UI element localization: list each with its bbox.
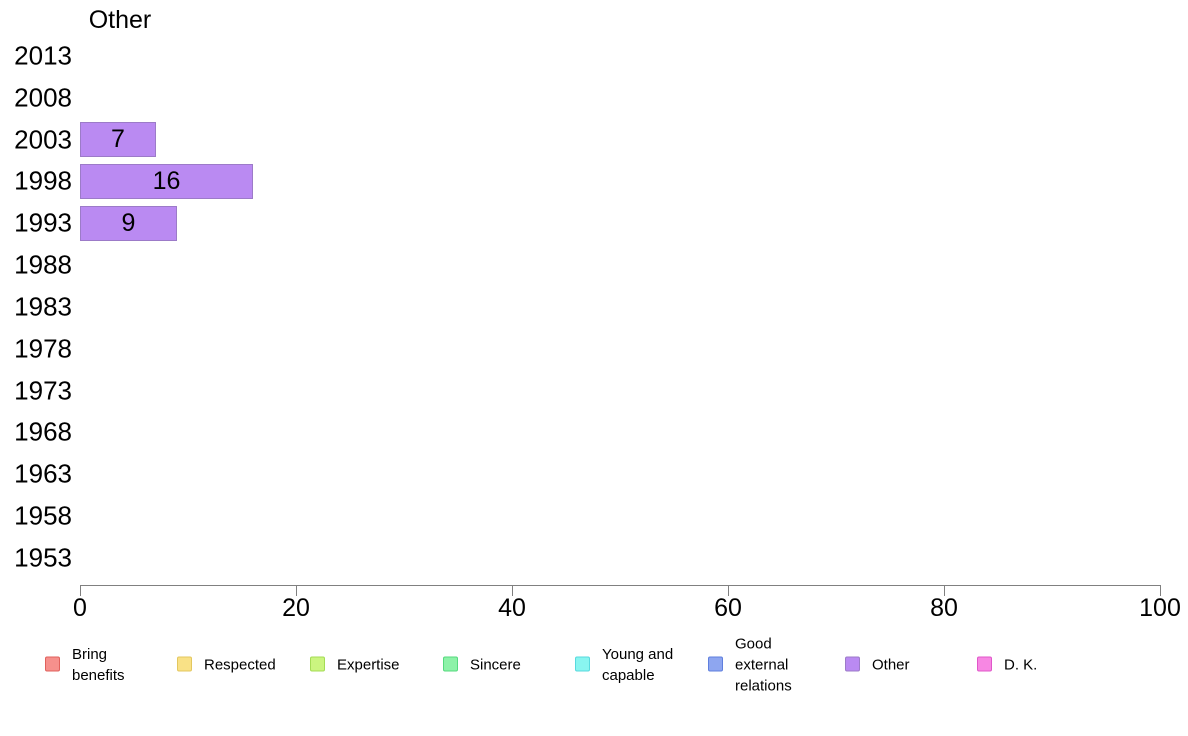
x-axis-line — [80, 585, 1161, 586]
legend-swatch-sincere — [443, 656, 458, 672]
legend-swatch-d-k — [977, 656, 992, 672]
bar-value-label: 7 — [111, 125, 125, 153]
legend-swatch-young-and-capable — [575, 656, 590, 672]
bar-value-label: 16 — [152, 167, 181, 195]
x-tick-mark-100 — [1160, 585, 1161, 596]
x-tick-label-20: 20 — [282, 594, 310, 622]
x-tick-label-80: 80 — [930, 594, 958, 622]
chart-title: Other — [88, 6, 152, 34]
x-tick-mark-20 — [296, 585, 297, 596]
x-tick-label-0: 0 — [73, 594, 87, 622]
y-axis-label-1953: 1953 — [14, 542, 72, 573]
legend-swatch-good-external-relations — [708, 656, 723, 672]
legend-label-d-k: D. K. — [1004, 656, 1038, 674]
legend-swatch-expertise — [310, 656, 325, 672]
bar-1998: 16 — [80, 164, 253, 199]
legend-swatch-bring-benefits — [45, 656, 60, 672]
bar-value-label: 9 — [121, 209, 136, 237]
y-axis-label-2003: 2003 — [14, 124, 72, 155]
y-axis-label-1968: 1968 — [14, 416, 72, 447]
x-tick-label-60: 60 — [714, 594, 742, 622]
y-axis-label-1993: 1993 — [14, 207, 72, 238]
y-axis-label-2013: 2013 — [14, 40, 72, 71]
x-tick-mark-80 — [944, 585, 945, 596]
legend-label-expertise: Expertise — [337, 656, 400, 674]
x-tick-label-100: 100 — [1139, 594, 1181, 622]
legend-label-respected: Respected — [204, 656, 276, 674]
y-axis-label-1983: 1983 — [14, 291, 72, 322]
legend-label-other: Other — [872, 656, 910, 674]
x-tick-mark-0 — [80, 585, 81, 596]
y-axis-label-2008: 2008 — [14, 82, 72, 113]
legend-label-bring-benefits: Bring benefits — [72, 646, 125, 684]
legend-label-good-external-relations: Good external relations — [735, 635, 792, 695]
bar-1993: 9 — [80, 206, 177, 241]
y-axis-label-1978: 1978 — [14, 333, 72, 364]
x-tick-mark-60 — [728, 585, 729, 596]
y-axis-label-1958: 1958 — [14, 500, 72, 531]
legend-label-sincere: Sincere — [470, 656, 521, 674]
y-axis-label-1973: 1973 — [14, 375, 72, 406]
legend-swatch-other — [845, 656, 860, 672]
y-axis-label-1963: 1963 — [14, 458, 72, 489]
legend-swatch-respected — [177, 656, 192, 672]
y-axis-label-1988: 1988 — [14, 249, 72, 280]
x-tick-label-40: 40 — [498, 594, 526, 622]
x-tick-mark-40 — [512, 585, 513, 596]
bar-2003: 7 — [80, 122, 156, 157]
legend-label-young-and-capable: Young and capable — [602, 646, 674, 684]
y-axis-label-1998: 1998 — [14, 165, 72, 196]
